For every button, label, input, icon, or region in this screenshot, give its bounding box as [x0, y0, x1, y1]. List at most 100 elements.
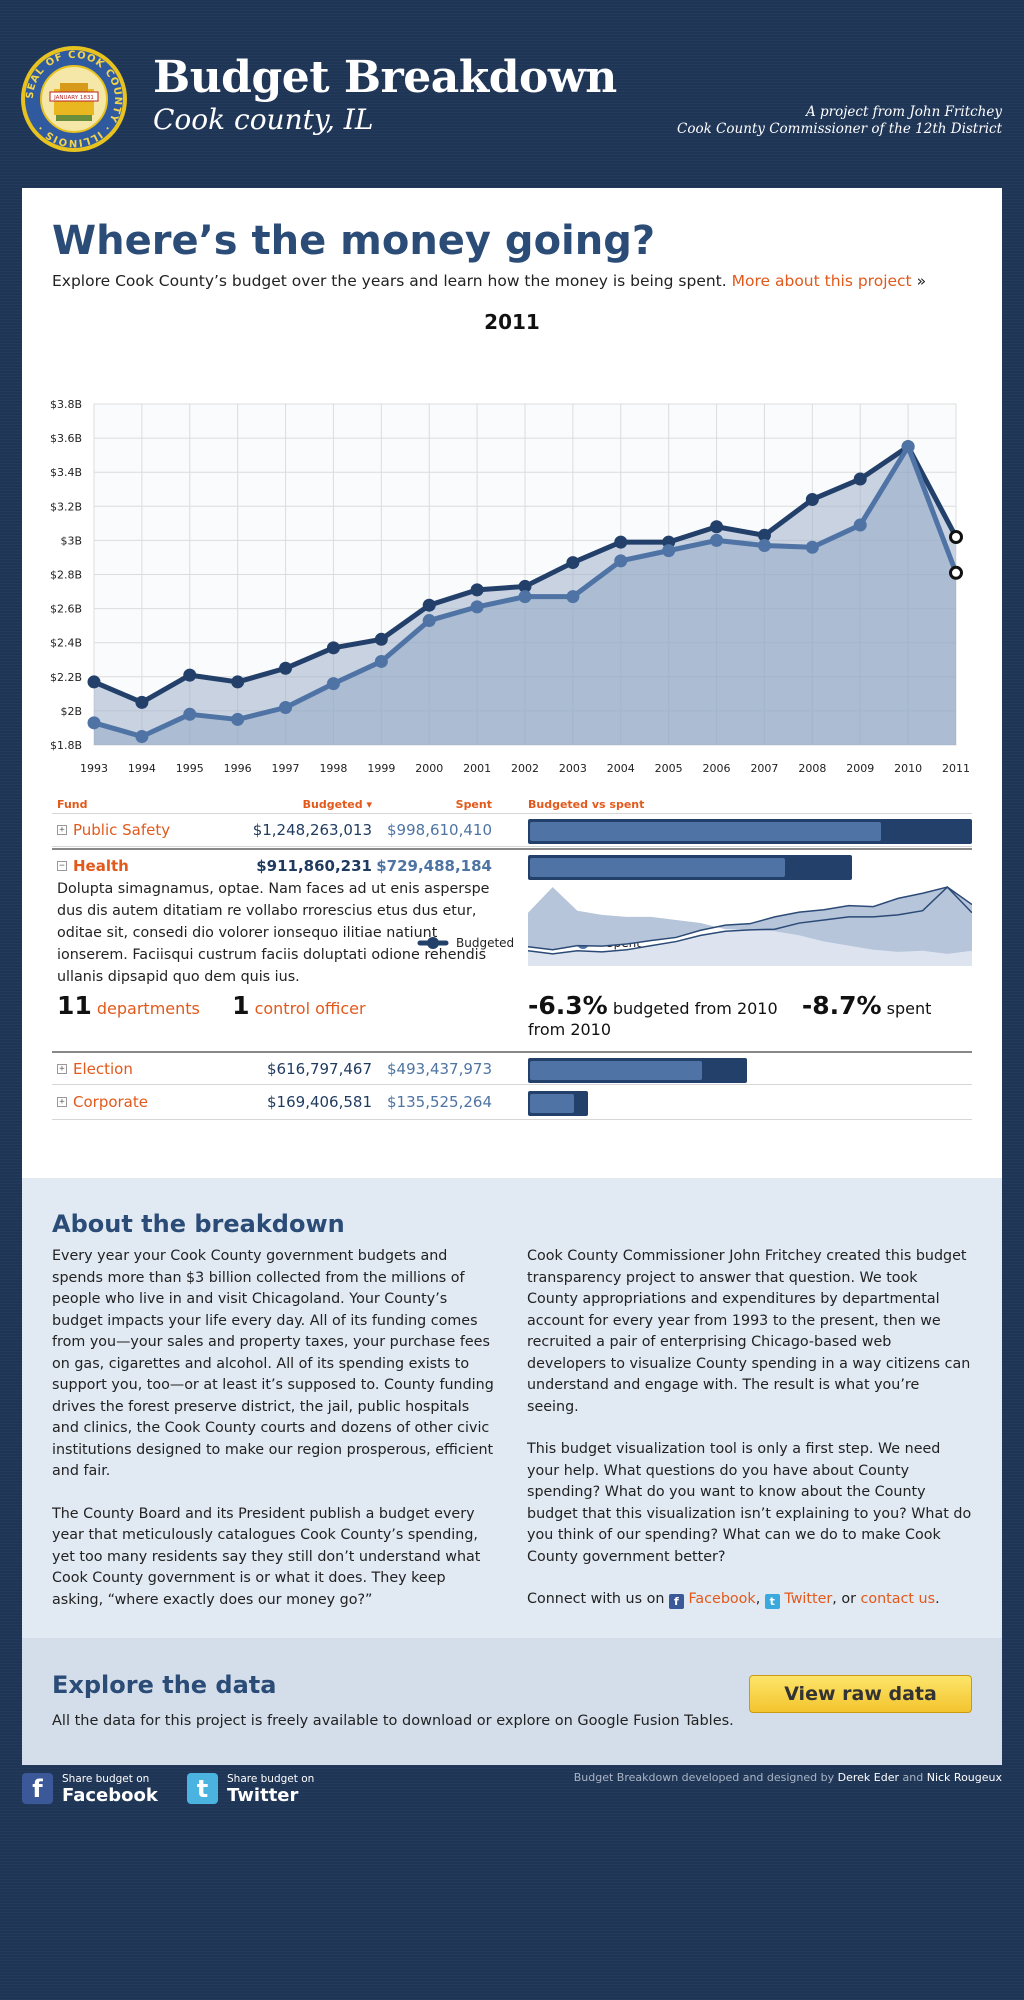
- table-row-election[interactable]: + Election $616,797,467 $493,437,973: [52, 1051, 972, 1085]
- x-tick-label: 2002: [511, 762, 539, 775]
- fund-spent: $729,488,184: [376, 857, 492, 875]
- data-point: [231, 675, 245, 689]
- y-tick-label: $3.4B: [50, 466, 82, 479]
- y-tick-label: $3.2B: [50, 500, 82, 513]
- fund-name[interactable]: Health: [73, 857, 129, 875]
- x-tick-label: 2011: [942, 762, 970, 775]
- main-card: Where’s the money going? Explore Cook Co…: [22, 188, 1002, 1765]
- officers-count: 1: [232, 991, 250, 1020]
- data-point: [183, 707, 197, 721]
- share-network: Facebook: [62, 1785, 158, 1806]
- fund-budgeted: $911,860,231: [256, 857, 372, 875]
- x-tick-label: 2008: [798, 762, 826, 775]
- period: .: [935, 1591, 940, 1607]
- data-point: [135, 729, 149, 743]
- spark-area-gap: [528, 887, 972, 954]
- about-right-column: Cook County Commissioner John Fritchey c…: [527, 1246, 972, 1632]
- fund-name[interactable]: Public Safety: [73, 821, 171, 839]
- project-credit: A project from John Fritchey Cook County…: [677, 104, 1002, 138]
- data-point: [374, 654, 388, 668]
- x-tick-label: 1993: [80, 762, 108, 775]
- data-point-selected: [949, 565, 963, 580]
- data-point: [566, 556, 580, 570]
- column-header-budgeted[interactable]: Budgeted ▾: [302, 798, 372, 811]
- fund-description: Dolupta simagnamus, optae. Nam faces ad …: [57, 881, 490, 985]
- developer-link-nick[interactable]: Nick Rougeux: [926, 1771, 1002, 1784]
- facebook-icon: f: [22, 1773, 53, 1804]
- table-row-health[interactable]: − Health $911,860,231 $729,488,184: [52, 848, 972, 882]
- view-raw-data-button[interactable]: View raw data: [749, 1675, 972, 1713]
- expand-icon[interactable]: +: [57, 1064, 67, 1074]
- x-tick-label: 1995: [176, 762, 204, 775]
- health-detail-panel: Dolupta simagnamus, optae. Nam faces ad …: [52, 866, 972, 1039]
- data-point: [87, 716, 101, 730]
- y-tick-label: $1.8B: [50, 739, 82, 752]
- data-point-selected: [949, 529, 963, 544]
- credit-and: and: [899, 1771, 927, 1784]
- twitter-link[interactable]: Twitter: [784, 1591, 833, 1607]
- about-paragraph: Every year your Cook County government b…: [52, 1248, 494, 1479]
- facebook-link[interactable]: Facebook: [688, 1591, 756, 1607]
- data-point: [518, 579, 532, 593]
- collapse-icon[interactable]: −: [57, 861, 67, 871]
- about-section: About the breakdown Every year your Cook…: [22, 1178, 1002, 1638]
- data-point: [231, 712, 245, 726]
- x-tick-label: 1999: [367, 762, 395, 775]
- explore-section: Explore the data All the data for this p…: [22, 1638, 1002, 1765]
- departments-link[interactable]: departments: [96, 999, 200, 1018]
- about-paragraph: The County Board and its President publi…: [52, 1505, 481, 1608]
- data-point: [470, 583, 484, 597]
- data-point: [805, 540, 819, 554]
- data-point: [662, 544, 676, 558]
- seal-banner-text: JANUARY 1831: [53, 95, 94, 101]
- y-tick-label: $2.2B: [50, 671, 82, 684]
- health-counts: 11 departments 1 control officer: [57, 991, 366, 1020]
- y-tick-label: $2.6B: [50, 603, 82, 616]
- site-subtitle: Cook county, IL: [153, 103, 374, 136]
- fund-spent: $493,437,973: [387, 1060, 492, 1078]
- connect-prefix: Connect with us on: [527, 1591, 669, 1607]
- share-network: Twitter: [227, 1785, 299, 1806]
- x-tick-label: 1998: [319, 762, 347, 775]
- data-point: [422, 598, 436, 612]
- fund-spent: $135,525,264: [387, 1093, 492, 1111]
- twitter-icon: t: [764, 1594, 780, 1609]
- spent-change-label: spent from 2010: [528, 999, 932, 1039]
- spent-bar: [530, 822, 882, 841]
- x-tick-label: 2010: [894, 762, 922, 775]
- separator: ,: [755, 1591, 765, 1607]
- table-row-corporate[interactable]: + Corporate $169,406,581 $135,525,264: [52, 1086, 972, 1120]
- column-header-fund[interactable]: Fund: [57, 798, 88, 811]
- expand-icon[interactable]: +: [57, 1097, 67, 1107]
- intro-paragraph: Explore Cook County’s budget over the ye…: [52, 272, 926, 290]
- fund-name[interactable]: Election: [73, 1060, 133, 1078]
- expand-icon[interactable]: +: [57, 825, 67, 835]
- more-about-project-link[interactable]: More about this project: [731, 272, 912, 290]
- cook-county-seal-logo[interactable]: SEAL OF COOK COUNTY · ILLINOIS · JANUARY…: [20, 45, 128, 153]
- control-officer-link[interactable]: control officer: [254, 999, 366, 1018]
- y-tick-label: $2.8B: [50, 569, 82, 582]
- share-label: Share budget on: [62, 1773, 150, 1785]
- share-twitter-button[interactable]: t Share budget on Twitter: [187, 1773, 327, 1809]
- table-row-public-safety[interactable]: + Public Safety $1,248,263,013 $998,610,…: [52, 813, 972, 847]
- fund-name[interactable]: Corporate: [73, 1093, 148, 1111]
- x-tick-label: 2003: [559, 762, 587, 775]
- data-point: [710, 520, 724, 534]
- x-tick-label: 2005: [655, 762, 683, 775]
- share-facebook-button[interactable]: f Share budget on Facebook: [22, 1773, 172, 1809]
- area-spent: [94, 446, 956, 745]
- share-label: Share budget on: [227, 1773, 315, 1785]
- column-header-spent[interactable]: Spent: [455, 798, 492, 811]
- departments-count: 11: [57, 991, 92, 1020]
- fund-budgeted: $616,797,467: [267, 1060, 372, 1078]
- data-point: [757, 528, 771, 542]
- x-tick-label: 2001: [463, 762, 491, 775]
- developer-link-derek[interactable]: Derek Eder: [837, 1771, 900, 1784]
- contact-us-link[interactable]: contact us: [860, 1591, 936, 1607]
- data-point: [614, 535, 628, 549]
- intro-suffix: »: [911, 272, 927, 290]
- about-left-column: Every year your Cook County government b…: [52, 1246, 497, 1632]
- x-tick-label: 2006: [703, 762, 731, 775]
- x-tick-label: 2007: [750, 762, 778, 775]
- x-tick-label: 2004: [607, 762, 635, 775]
